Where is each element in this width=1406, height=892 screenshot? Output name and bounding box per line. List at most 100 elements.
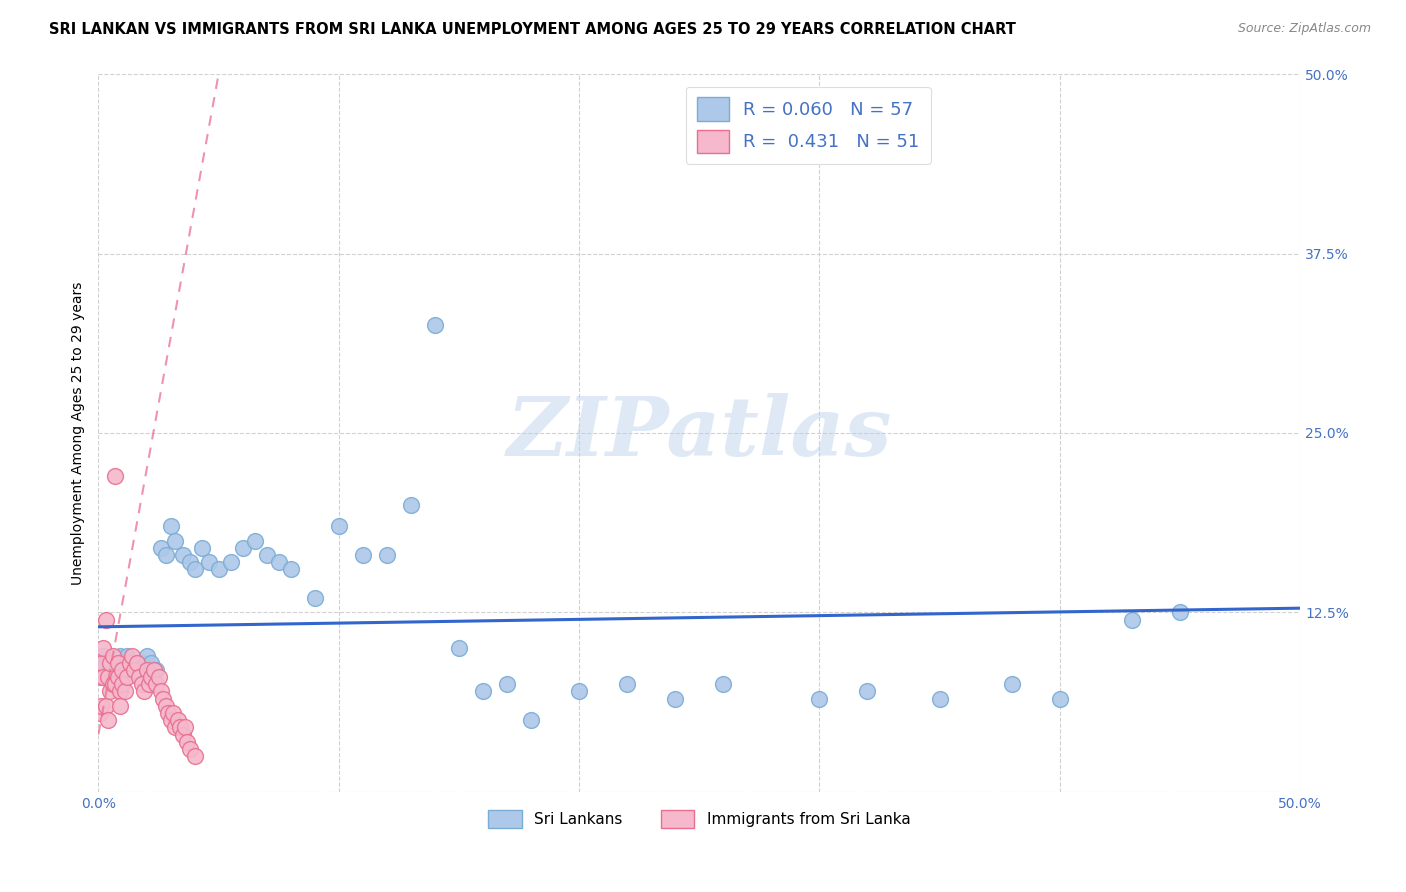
Point <box>423 318 446 333</box>
Point <box>104 677 127 691</box>
Point <box>304 591 326 606</box>
Text: SRI LANKAN VS IMMIGRANTS FROM SRI LANKA UNEMPLOYMENT AMONG AGES 25 TO 29 YEARS C: SRI LANKAN VS IMMIGRANTS FROM SRI LANKA … <box>49 22 1017 37</box>
Point <box>179 555 201 569</box>
Point <box>183 749 205 764</box>
Point <box>124 663 146 677</box>
Point <box>132 663 155 677</box>
Point <box>165 533 187 548</box>
Point <box>267 555 290 569</box>
Point <box>94 613 117 627</box>
Point <box>148 670 170 684</box>
Point <box>107 656 129 670</box>
Point <box>157 706 180 720</box>
Point <box>664 691 686 706</box>
Point <box>108 684 131 698</box>
Point <box>111 656 134 670</box>
Point <box>128 663 150 677</box>
Point <box>121 648 143 663</box>
Point <box>165 720 187 734</box>
Point <box>108 648 131 663</box>
Point <box>118 656 141 670</box>
Point <box>141 670 163 684</box>
Point <box>100 656 122 670</box>
Point <box>97 713 120 727</box>
Point <box>1001 677 1024 691</box>
Point <box>90 698 112 713</box>
Point <box>1168 606 1191 620</box>
Point <box>159 713 181 727</box>
Point <box>191 541 214 555</box>
Point <box>118 656 141 670</box>
Point <box>198 555 221 569</box>
Point <box>100 656 122 670</box>
Point <box>207 562 229 576</box>
Point <box>142 663 165 677</box>
Point <box>94 656 117 670</box>
Point <box>100 684 122 698</box>
Point <box>108 698 131 713</box>
Point <box>141 656 163 670</box>
Point <box>91 648 114 663</box>
Point <box>135 663 157 677</box>
Point <box>101 648 124 663</box>
Point <box>91 641 114 656</box>
Point <box>472 684 495 698</box>
Point <box>114 684 136 698</box>
Point <box>131 656 153 670</box>
Point <box>135 648 157 663</box>
Point <box>328 519 350 533</box>
Point <box>97 663 120 677</box>
Point <box>172 548 194 562</box>
Point <box>104 469 127 483</box>
Legend: Sri Lankans, Immigrants from Sri Lanka: Sri Lankans, Immigrants from Sri Lanka <box>482 804 917 835</box>
Point <box>152 691 174 706</box>
Point <box>111 677 134 691</box>
Point <box>166 713 188 727</box>
Point <box>155 548 177 562</box>
Point <box>107 670 129 684</box>
Point <box>104 656 127 670</box>
Point <box>90 670 112 684</box>
Point <box>155 698 177 713</box>
Point <box>256 548 278 562</box>
Point <box>711 677 734 691</box>
Point <box>928 691 950 706</box>
Point <box>124 663 146 677</box>
Point <box>496 677 519 691</box>
Point <box>352 548 374 562</box>
Point <box>125 656 148 670</box>
Point <box>114 663 136 677</box>
Point <box>138 677 160 691</box>
Point <box>174 720 197 734</box>
Point <box>145 663 167 677</box>
Point <box>91 670 114 684</box>
Point <box>172 727 194 741</box>
Point <box>520 713 543 727</box>
Point <box>447 641 470 656</box>
Point <box>1049 691 1071 706</box>
Point <box>91 656 114 670</box>
Point <box>125 656 148 670</box>
Point <box>616 677 638 691</box>
Point <box>101 670 124 684</box>
Point <box>808 691 831 706</box>
Text: Source: ZipAtlas.com: Source: ZipAtlas.com <box>1237 22 1371 36</box>
Point <box>856 684 879 698</box>
Point <box>159 519 181 533</box>
Point <box>94 698 117 713</box>
Point <box>169 720 191 734</box>
Point <box>145 677 167 691</box>
Point <box>107 663 129 677</box>
Point <box>89 706 111 720</box>
Point <box>131 677 153 691</box>
Point <box>1121 613 1143 627</box>
Point <box>568 684 591 698</box>
Point <box>280 562 302 576</box>
Point <box>162 706 184 720</box>
Point <box>101 677 124 691</box>
Point <box>176 735 198 749</box>
Point <box>179 742 201 756</box>
Point <box>117 670 139 684</box>
Point <box>183 562 205 576</box>
Point <box>243 533 266 548</box>
